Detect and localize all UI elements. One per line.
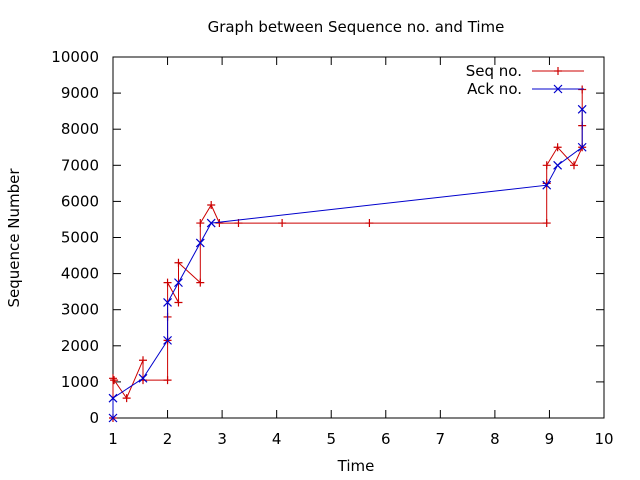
data-point [108,393,118,403]
series-seq-no [109,85,587,422]
x-tick-label: 1 [108,430,118,448]
y-tick-label: 2000 [61,337,99,355]
data-point [138,373,148,383]
data-point [196,219,205,228]
data-point [196,278,205,287]
y-tick-label: 0 [89,409,99,427]
series-layer [108,85,587,423]
legend-marker [553,84,563,94]
data-point [542,161,551,170]
legend-marker [554,67,562,75]
x-tick-label: 6 [381,430,391,448]
data-point [163,376,172,385]
data-point [553,160,563,170]
data-point [108,413,118,423]
series-ack-no [108,104,587,423]
plot-border [112,56,605,419]
data-point [109,374,117,383]
data-point [110,376,119,385]
y-tick-label: 6000 [61,192,99,210]
y-tick-label: 8000 [61,120,99,138]
y-tick-label: 5000 [61,229,99,247]
legend-label: Seq no. [466,62,522,80]
data-point [215,219,224,228]
series-line [112,109,583,418]
x-tick-label: 8 [490,430,500,448]
y-tick-label: 7000 [61,156,99,174]
axis-ticks: 1 2 3 4 5 6 7 8 9 10 0 1000 2000 3000 4000 5000 6000 7000… [51,48,613,448]
data-point [577,142,587,152]
legend-label: Ack no. [467,80,522,98]
data-point [542,219,551,228]
y-tick-label: 1000 [61,373,99,391]
data-point [542,179,551,188]
data-point [365,219,374,228]
data-point [163,335,172,345]
x-tick-label: 10 [594,430,613,448]
data-point [569,161,578,170]
data-point [206,218,216,228]
data-point [542,180,552,190]
data-point [163,278,172,287]
data-point [174,278,183,288]
x-tick-label: 2 [163,430,173,448]
chart-title: Graph between Sequence no. and Time [208,18,505,36]
data-point [174,298,183,307]
data-point [195,238,205,248]
x-tick-label: 7 [436,430,446,448]
x-tick-label: 3 [217,430,227,448]
legend: Seq no.Ack no. [466,62,584,98]
y-tick-label: 3000 [61,301,99,319]
data-point [278,219,287,228]
data-point [207,201,216,210]
x-tick-label: 5 [326,430,336,448]
plot-frame [112,56,605,419]
data-point [577,104,587,114]
data-point [174,258,183,267]
data-point [122,394,131,403]
data-point [139,356,148,365]
y-tick-label: 10000 [51,48,99,66]
y-axis-title: Sequence Number [5,168,23,308]
data-point [163,298,172,307]
y-tick-label: 4000 [61,265,99,283]
x-tick-label: 4 [272,430,282,448]
data-point [553,143,562,152]
y-tick-label: 9000 [61,84,99,102]
x-tick-label: 9 [545,430,555,448]
x-axis-title: Time [337,457,375,475]
series-line [112,89,583,418]
